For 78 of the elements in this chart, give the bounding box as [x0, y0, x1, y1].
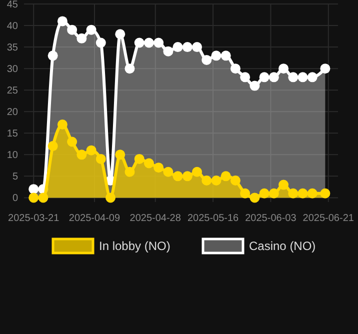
point	[115, 150, 126, 160]
point	[182, 42, 192, 52]
point	[48, 141, 58, 152]
point	[298, 72, 308, 82]
point	[240, 72, 250, 82]
point	[298, 188, 308, 198]
point	[202, 54, 212, 65]
point	[163, 166, 174, 177]
point	[48, 50, 58, 61]
x-tick-label: 2025-04-28	[130, 213, 182, 224]
legend-label: In lobby (NO)	[99, 239, 170, 254]
y-tick-label: 20	[6, 107, 18, 118]
point	[278, 64, 289, 74]
point	[192, 166, 202, 177]
x-tick-label: 2025-03-21	[8, 213, 60, 224]
y-tick-label: 30	[6, 64, 18, 76]
point	[307, 72, 318, 82]
point	[144, 158, 154, 168]
point	[202, 175, 212, 186]
point	[96, 154, 106, 164]
point	[230, 175, 240, 186]
point	[250, 80, 260, 91]
point	[115, 29, 126, 40]
y-tick-label: 45	[6, 0, 18, 10]
point	[268, 72, 279, 82]
point	[220, 171, 231, 182]
point	[144, 38, 154, 48]
point	[106, 192, 116, 203]
y-tick-label: 10	[6, 150, 18, 162]
point	[154, 162, 164, 173]
y-tick-label: 5	[12, 172, 18, 183]
point	[38, 192, 48, 203]
point	[250, 192, 260, 203]
y-tick-label: 35	[6, 42, 18, 54]
x-tick-label: 2025-05-16	[187, 213, 240, 224]
point	[76, 33, 87, 44]
x-tick-label: 2025-06-03	[245, 213, 297, 224]
point	[67, 136, 78, 147]
point	[172, 171, 183, 182]
point	[154, 38, 164, 48]
point	[96, 38, 106, 48]
point	[86, 24, 96, 35]
point	[288, 72, 298, 82]
point	[192, 42, 202, 52]
point	[278, 180, 289, 190]
point	[182, 171, 192, 182]
point	[259, 188, 270, 198]
point	[211, 50, 222, 61]
point	[220, 50, 231, 61]
point	[76, 150, 87, 160]
legend-label: Casino (NO)	[249, 239, 316, 254]
point	[134, 154, 144, 164]
point	[320, 188, 330, 198]
y-tick-label: 0	[12, 193, 18, 204]
point	[268, 188, 279, 198]
x-tick-label: 2025-06-21	[302, 213, 354, 224]
x-tick-label: 2025-04-09	[68, 213, 120, 224]
point	[124, 64, 135, 74]
y-tick-label: 15	[6, 128, 18, 140]
point	[28, 192, 39, 203]
point	[320, 64, 330, 74]
point	[240, 188, 250, 198]
point	[124, 166, 135, 177]
point	[163, 46, 174, 56]
point	[86, 145, 96, 156]
y-tick-label: 40	[6, 21, 18, 32]
point	[134, 38, 144, 48]
y-tick-label: 25	[6, 86, 18, 97]
point	[211, 175, 222, 186]
point	[57, 16, 68, 26]
point	[307, 188, 318, 198]
point	[230, 64, 240, 74]
point	[172, 42, 183, 52]
point	[259, 72, 270, 82]
point	[288, 188, 298, 198]
point	[67, 24, 78, 35]
point	[57, 120, 68, 130]
point	[28, 184, 39, 194]
